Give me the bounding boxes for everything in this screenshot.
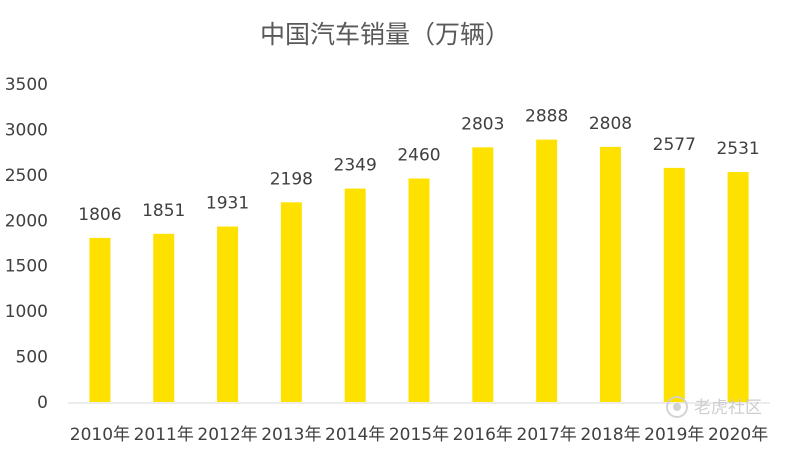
y-tick-label: 3500 xyxy=(5,75,48,95)
x-tick-label: 2019年 xyxy=(644,425,704,445)
bar xyxy=(663,167,685,402)
y-tick-label: 2000 xyxy=(5,211,48,231)
bar xyxy=(280,202,302,402)
bar xyxy=(89,237,111,402)
x-tick-label: 2015年 xyxy=(389,425,449,445)
data-label: 1931 xyxy=(206,194,249,214)
y-tick-label: 0 xyxy=(37,393,48,413)
x-tick-label: 2018年 xyxy=(580,425,640,445)
bar xyxy=(536,139,558,403)
data-labels: 1806 1851 1931 2198 2349 2460 2803 2888 2808 2577… xyxy=(78,107,759,225)
x-tick-label: 2010年 xyxy=(70,425,130,445)
data-label: 2198 xyxy=(270,169,313,189)
x-tick-label: 2011年 xyxy=(134,425,194,445)
x-tick-label: 2012年 xyxy=(197,425,257,445)
data-label: 2531 xyxy=(716,139,759,159)
tiger-paw-icon xyxy=(666,396,688,418)
y-tick-label: 2500 xyxy=(5,166,48,186)
y-tick-label: 1500 xyxy=(5,257,48,277)
y-axis: 0 500 1000 1500 2000 2500 3000 3500 xyxy=(5,75,48,413)
data-label: 2460 xyxy=(397,145,440,165)
y-tick-label: 500 xyxy=(16,348,48,368)
data-label: 1806 xyxy=(78,205,121,225)
x-tick-label: 2016年 xyxy=(453,425,513,445)
bar xyxy=(344,188,366,402)
bar xyxy=(472,147,494,402)
bar xyxy=(217,226,239,402)
chart-title: 中国汽车销量（万辆） xyxy=(260,20,510,49)
bars xyxy=(89,139,749,403)
data-label: 2888 xyxy=(525,107,568,127)
bar xyxy=(408,178,430,402)
watermark: 老虎社区 xyxy=(666,396,762,418)
bar xyxy=(153,233,175,402)
data-label: 1851 xyxy=(142,201,185,221)
bar xyxy=(727,172,749,402)
x-tick-label: 2014年 xyxy=(325,425,385,445)
y-tick-label: 1000 xyxy=(5,302,48,322)
data-label: 2577 xyxy=(653,135,696,155)
bar xyxy=(599,146,621,402)
y-tick-label: 3000 xyxy=(5,120,48,140)
data-label: 2349 xyxy=(334,156,377,176)
x-tick-label: 2013年 xyxy=(261,425,321,445)
x-axis-labels: 2010年 2011年 2012年 2013年 2014年 2015年 2016年 2017年… xyxy=(70,425,768,445)
x-tick-label: 2020年 xyxy=(708,425,768,445)
watermark-text: 老虎社区 xyxy=(694,398,762,418)
x-tick-label: 2017年 xyxy=(517,425,577,445)
data-label: 2803 xyxy=(461,114,504,134)
data-label: 2808 xyxy=(589,114,632,134)
